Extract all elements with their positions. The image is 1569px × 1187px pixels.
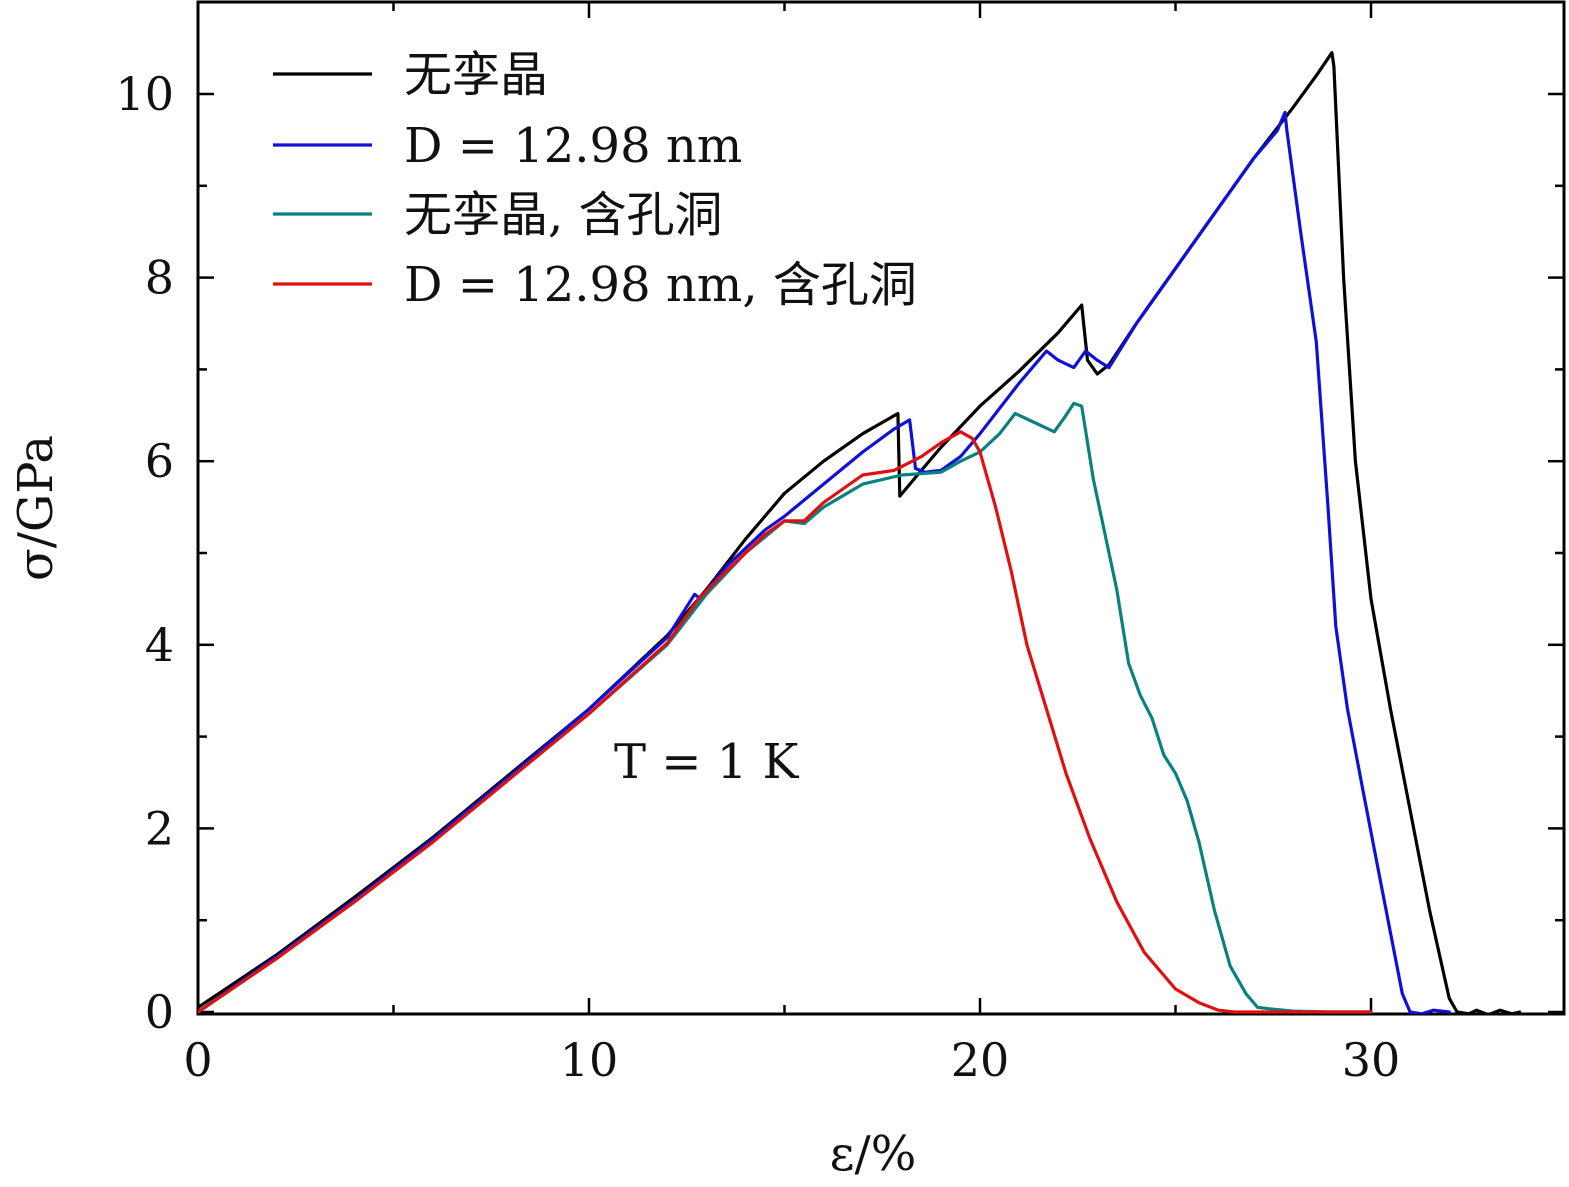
- axis-tick-labels: 0 10 20 30 0 2 4 6 8 10: [115, 67, 1400, 1087]
- series-line-4: [198, 430, 1373, 1014]
- legend-label-4: D = 12.98 nm, 含孔洞: [404, 257, 917, 313]
- y-axis-label: σ/GPa: [8, 435, 64, 581]
- y-tick-label: 0: [145, 985, 174, 1039]
- x-axis-label: ε/%: [830, 1126, 917, 1182]
- data-series: [198, 51, 1522, 1014]
- series-line-3: [198, 401, 1373, 1014]
- legend: 无孪晶 D = 12.98 nm 无孪晶, 含孔洞 D = 12.98 nm, 含孔洞: [273, 47, 917, 313]
- x-tick-label: 30: [1342, 1033, 1401, 1087]
- y-tick-label: 10: [115, 67, 174, 121]
- x-tick-label: 10: [560, 1033, 619, 1087]
- y-tick-label: 6: [145, 434, 174, 488]
- legend-label-2: D = 12.98 nm: [404, 118, 742, 174]
- y-tick-label: 2: [145, 801, 174, 855]
- axis-ticks: [196, 2, 1564, 1014]
- legend-label-1: 无孪晶: [404, 47, 548, 103]
- x-tick-label: 20: [951, 1033, 1010, 1087]
- y-tick-label: 8: [145, 251, 174, 305]
- temperature-annotation: T = 1 K: [614, 734, 800, 790]
- y-tick-label: 4: [145, 618, 174, 672]
- legend-label-3: 无孪晶, 含孔洞: [404, 187, 723, 243]
- plot-frame: [196, 0, 1566, 1016]
- x-tick-label: 0: [183, 1033, 212, 1087]
